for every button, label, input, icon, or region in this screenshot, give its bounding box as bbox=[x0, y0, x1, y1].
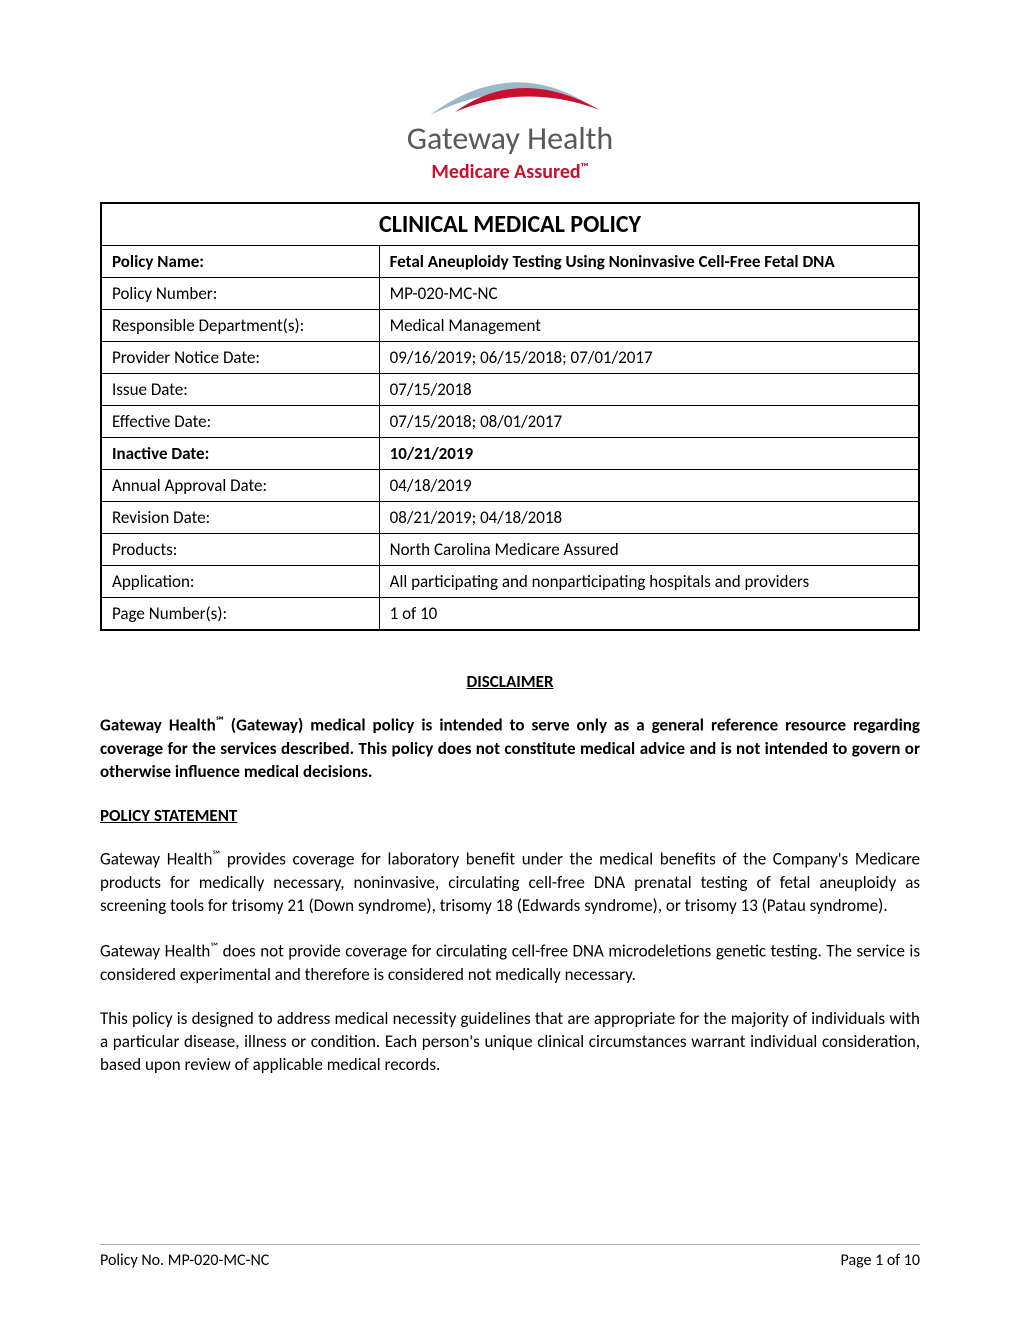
table-row: Responsible Department(s):Medical Manage… bbox=[101, 310, 919, 342]
row-label: Inactive Date: bbox=[101, 438, 379, 470]
logo-main-text: Gateway Health bbox=[100, 119, 920, 158]
policy-para-3: This policy is designed to address medic… bbox=[100, 1008, 920, 1077]
row-label: Policy Number: bbox=[101, 278, 379, 310]
row-label: Application: bbox=[101, 566, 379, 598]
policy-table: CLINICAL MEDICAL POLICY Policy Name:Feta… bbox=[100, 202, 920, 631]
swoosh-icon bbox=[400, 70, 620, 120]
disclaimer-heading: DISCLAIMER bbox=[100, 671, 920, 692]
policy-statement-heading: POLICY STATEMENT bbox=[100, 805, 920, 826]
logo-sub-text: Medicare Assured™ bbox=[100, 160, 920, 184]
row-label: Revision Date: bbox=[101, 502, 379, 534]
row-value: Medical Management bbox=[379, 310, 919, 342]
policy-statement-section: POLICY STATEMENT Gateway Health℠ provide… bbox=[100, 805, 920, 1077]
row-label: Responsible Department(s): bbox=[101, 310, 379, 342]
table-title-row: CLINICAL MEDICAL POLICY bbox=[101, 203, 919, 246]
table-row: Page Number(s):1 of 10 bbox=[101, 598, 919, 631]
row-value: Fetal Aneuploidy Testing Using Noninvasi… bbox=[379, 246, 919, 278]
disclaimer-body: Gateway Health℠ (Gateway) medical policy… bbox=[100, 714, 920, 783]
logo-block: Gateway Health Medicare Assured™ bbox=[100, 70, 920, 184]
row-value: 09/16/2019; 06/15/2018; 07/01/2017 bbox=[379, 342, 919, 374]
row-label: Provider Notice Date: bbox=[101, 342, 379, 374]
footer-policy-no: Policy No. MP-020-MC-NC bbox=[100, 1251, 269, 1270]
table-row: Products:North Carolina Medicare Assured bbox=[101, 534, 919, 566]
table-title: CLINICAL MEDICAL POLICY bbox=[101, 203, 919, 246]
table-row: Provider Notice Date:09/16/2019; 06/15/2… bbox=[101, 342, 919, 374]
table-row: Annual Approval Date:04/18/2019 bbox=[101, 470, 919, 502]
row-value: 07/15/2018; 08/01/2017 bbox=[379, 406, 919, 438]
row-value: 1 of 10 bbox=[379, 598, 919, 631]
row-value: 08/21/2019; 04/18/2018 bbox=[379, 502, 919, 534]
row-value: MP-020-MC-NC bbox=[379, 278, 919, 310]
table-row: Policy Number:MP-020-MC-NC bbox=[101, 278, 919, 310]
row-value: 10/21/2019 bbox=[379, 438, 919, 470]
disclaimer-section: DISCLAIMER Gateway Health℠ (Gateway) med… bbox=[100, 671, 920, 783]
row-label: Annual Approval Date: bbox=[101, 470, 379, 502]
row-label: Page Number(s): bbox=[101, 598, 379, 631]
table-row: Issue Date:07/15/2018 bbox=[101, 374, 919, 406]
table-row: Effective Date:07/15/2018; 08/01/2017 bbox=[101, 406, 919, 438]
row-value: 04/18/2019 bbox=[379, 470, 919, 502]
policy-para-2: Gateway Health℠ does not provide coverag… bbox=[100, 940, 920, 987]
row-value: North Carolina Medicare Assured bbox=[379, 534, 919, 566]
page-footer: Policy No. MP-020-MC-NC Page 1 of 10 bbox=[100, 1244, 920, 1270]
table-row: Policy Name:Fetal Aneuploidy Testing Usi… bbox=[101, 246, 919, 278]
row-label: Effective Date: bbox=[101, 406, 379, 438]
footer-page-no: Page 1 of 10 bbox=[841, 1251, 920, 1270]
table-row: Inactive Date:10/21/2019 bbox=[101, 438, 919, 470]
table-row: Application:All participating and nonpar… bbox=[101, 566, 919, 598]
table-row: Revision Date:08/21/2019; 04/18/2018 bbox=[101, 502, 919, 534]
row-value: All participating and nonparticipating h… bbox=[379, 566, 919, 598]
policy-para-1: Gateway Health℠ provides coverage for la… bbox=[100, 848, 920, 917]
row-value: 07/15/2018 bbox=[379, 374, 919, 406]
row-label: Issue Date: bbox=[101, 374, 379, 406]
row-label: Products: bbox=[101, 534, 379, 566]
row-label: Policy Name: bbox=[101, 246, 379, 278]
